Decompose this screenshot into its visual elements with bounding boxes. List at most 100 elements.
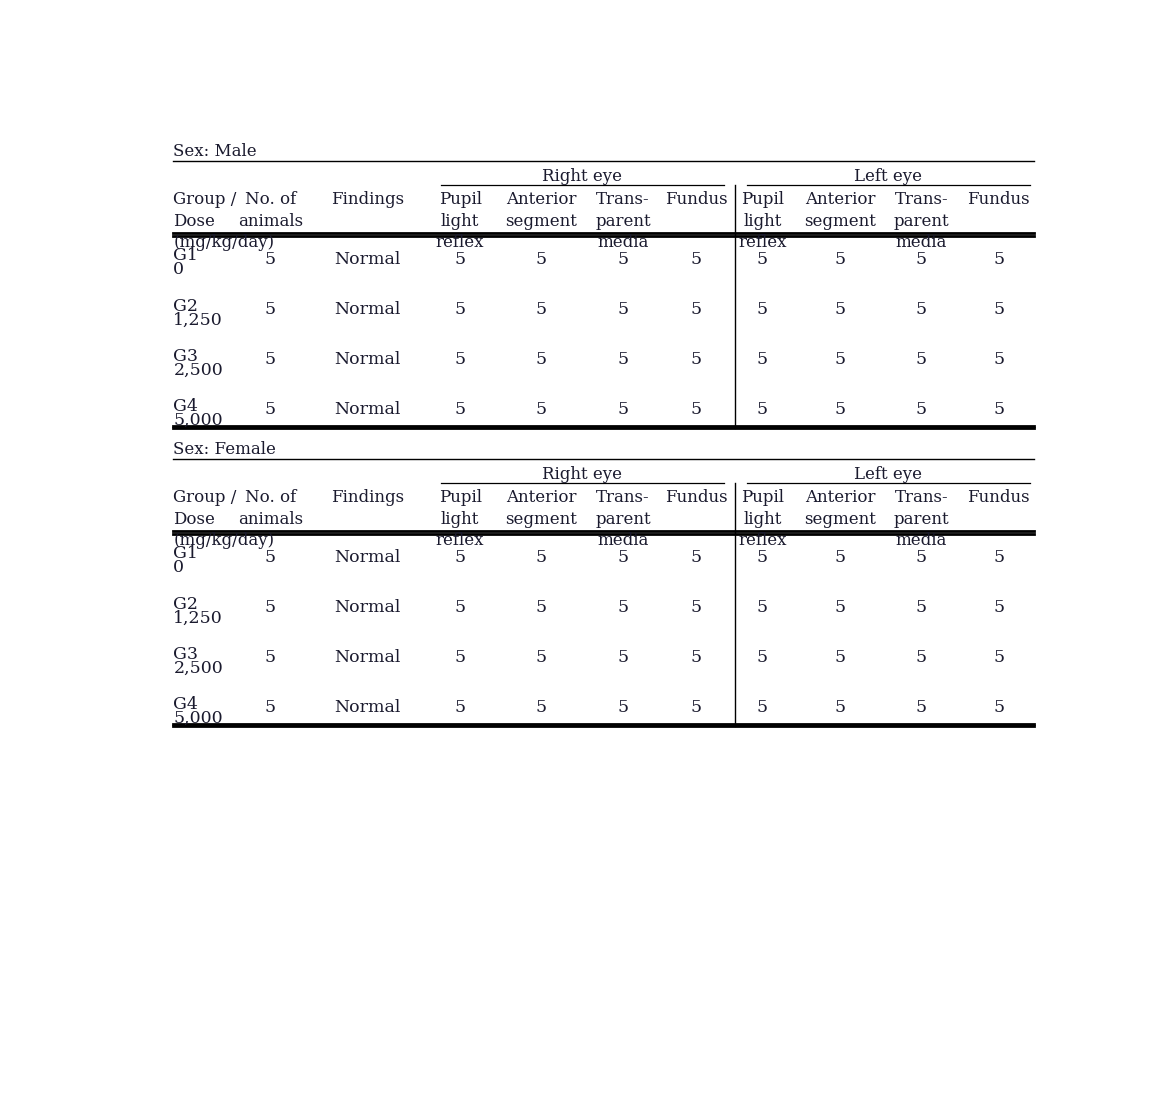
Text: 5: 5 [455,351,466,367]
Text: 2,500: 2,500 [173,659,223,676]
Text: 5: 5 [757,400,768,418]
Text: 5: 5 [834,251,846,267]
Text: Findings: Findings [331,191,404,208]
Text: Fundus: Fundus [666,191,728,208]
Text: 5: 5 [455,549,466,565]
Text: 5: 5 [916,300,927,318]
Text: 5: 5 [691,251,702,267]
Text: 5: 5 [536,251,548,267]
Text: 5: 5 [916,351,927,367]
Text: Group /
Dose
(mg/kg/day): Group / Dose (mg/kg/day) [173,490,275,549]
Text: 2,500: 2,500 [173,362,223,378]
Text: Group /
Dose
(mg/kg/day): Group / Dose (mg/kg/day) [173,191,275,252]
Text: 5: 5 [993,251,1004,267]
Text: 5: 5 [618,649,628,666]
Text: Normal: Normal [333,698,400,716]
Text: 5: 5 [757,598,768,616]
Text: 5: 5 [691,400,702,418]
Text: 5: 5 [916,698,927,716]
Text: 5: 5 [618,300,628,318]
Text: 5: 5 [264,351,276,367]
Text: 0: 0 [173,262,185,278]
Text: 5: 5 [757,698,768,716]
Text: Anterior
segment: Anterior segment [505,191,578,230]
Text: G3: G3 [173,348,199,364]
Text: 5: 5 [536,400,548,418]
Text: 5: 5 [536,351,548,367]
Text: 5: 5 [264,649,276,666]
Text: 5: 5 [834,698,846,716]
Text: 5: 5 [264,251,276,267]
Text: 5,000: 5,000 [173,710,223,726]
Text: 5: 5 [455,400,466,418]
Text: 5: 5 [618,549,628,565]
Text: G2: G2 [173,595,199,613]
Text: 5: 5 [455,251,466,267]
Text: 5: 5 [916,649,927,666]
Text: 5: 5 [834,598,846,616]
Text: 5: 5 [691,549,702,565]
Text: G1: G1 [173,248,198,264]
Text: Normal: Normal [333,351,400,367]
Text: 5: 5 [757,649,768,666]
Text: 5: 5 [757,549,768,565]
Text: 5: 5 [536,300,548,318]
Text: Pupil
light
reflex: Pupil light reflex [436,191,484,252]
Text: 5: 5 [264,698,276,716]
Text: 5: 5 [618,400,628,418]
Text: 5: 5 [264,598,276,616]
Text: 5: 5 [993,698,1004,716]
Text: Anterior
segment: Anterior segment [804,490,876,528]
Text: G4: G4 [173,397,198,415]
Text: 5: 5 [618,351,628,367]
Text: 5: 5 [757,351,768,367]
Text: Trans-
parent
media: Trans- parent media [894,490,949,549]
Text: Normal: Normal [333,549,400,565]
Text: Pupil
light
reflex: Pupil light reflex [738,191,786,252]
Text: Anterior
segment: Anterior segment [804,191,876,230]
Text: Findings: Findings [331,490,404,506]
Text: 5: 5 [916,400,927,418]
Text: 5: 5 [264,400,276,418]
Text: G4: G4 [173,695,198,713]
Text: 5: 5 [757,300,768,318]
Text: 5: 5 [834,549,846,565]
Text: Trans-
parent
media: Trans- parent media [894,191,949,252]
Text: 5: 5 [834,400,846,418]
Text: Left eye: Left eye [854,168,922,185]
Text: 5: 5 [834,300,846,318]
Text: Normal: Normal [333,598,400,616]
Text: 5: 5 [455,300,466,318]
Text: 5: 5 [536,698,548,716]
Text: 5: 5 [691,598,702,616]
Text: 5: 5 [618,698,628,716]
Text: Right eye: Right eye [542,168,622,185]
Text: 5: 5 [618,251,628,267]
Text: No. of
animals: No. of animals [238,490,303,528]
Text: 5: 5 [536,649,548,666]
Text: 5: 5 [757,251,768,267]
Text: 5: 5 [916,598,927,616]
Text: 1,250: 1,250 [173,311,223,329]
Text: Normal: Normal [333,649,400,666]
Text: 5,000: 5,000 [173,411,223,429]
Text: 5: 5 [916,549,927,565]
Text: 5: 5 [993,649,1004,666]
Text: Sex: Male: Sex: Male [173,143,257,160]
Text: Anterior
segment: Anterior segment [505,490,578,528]
Text: 5: 5 [536,549,548,565]
Text: 5: 5 [993,400,1004,418]
Text: Right eye: Right eye [542,466,622,483]
Text: 5: 5 [691,300,702,318]
Text: Pupil
light
reflex: Pupil light reflex [738,490,786,549]
Text: 5: 5 [618,598,628,616]
Text: 5: 5 [916,251,927,267]
Text: 5: 5 [264,549,276,565]
Text: 5: 5 [993,300,1004,318]
Text: 5: 5 [834,649,846,666]
Text: Normal: Normal [333,251,400,267]
Text: 5: 5 [834,351,846,367]
Text: 5: 5 [455,649,466,666]
Text: No. of
animals: No. of animals [238,191,303,230]
Text: 0: 0 [173,559,185,576]
